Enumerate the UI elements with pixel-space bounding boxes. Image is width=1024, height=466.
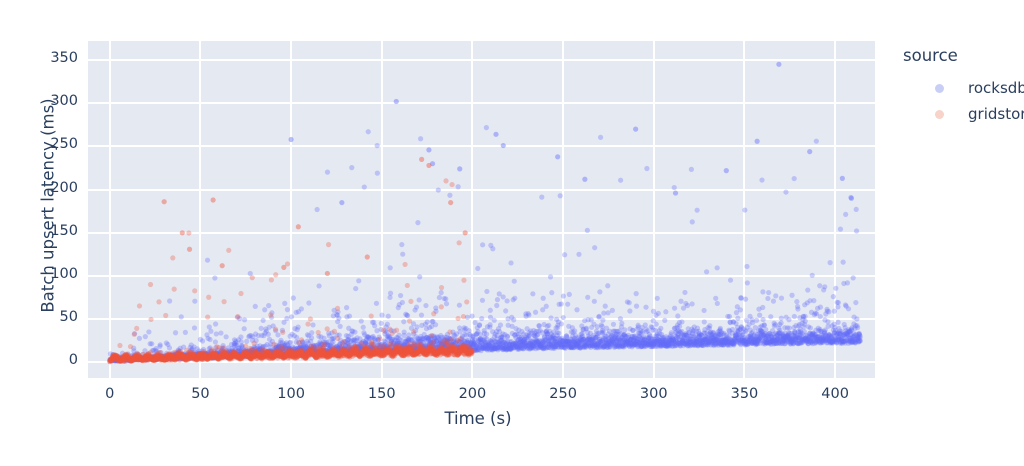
x-tick-label: 100 (277, 386, 305, 402)
x-tick-label: 150 (367, 386, 396, 402)
data-points-layer (107, 61, 863, 365)
gridline-horizontal (88, 188, 875, 191)
gridline-horizontal (88, 231, 875, 234)
x-tick-label: 400 (821, 386, 849, 402)
legend-swatch-icon (935, 109, 944, 119)
x-tick-label: 300 (639, 386, 668, 402)
x-tick-label: 0 (105, 386, 115, 402)
x-tick-label: 50 (191, 386, 210, 402)
gridline-vertical (108, 41, 111, 378)
y-tick-label: 150 (50, 222, 78, 239)
y-tick-label: 0 (68, 352, 78, 369)
x-tick-label: 250 (549, 386, 577, 402)
y-tick-label: 100 (50, 266, 78, 283)
legend-entries: rocksdb gridstore (903, 75, 1024, 127)
legend-item-label: gridstore (968, 105, 1024, 123)
y-tick-label: 350 (50, 50, 78, 66)
x-axis-title: Time (s) (444, 409, 512, 428)
y-tick-label: 200 (50, 179, 78, 196)
legend-item-rocksdb[interactable]: rocksdb (903, 75, 1024, 101)
y-axis-title: Batch upsert latency (ms) (38, 98, 58, 313)
y-tick-label: 300 (50, 93, 78, 110)
gridline-vertical (562, 41, 565, 378)
x-tick-label: 200 (458, 386, 487, 402)
plot-area (88, 41, 875, 378)
gridline-horizontal (88, 361, 875, 364)
legend-item-gridstore[interactable]: gridstore (903, 101, 1024, 127)
gridline-vertical (834, 41, 837, 378)
series-gridstore (107, 156, 475, 365)
y-tick-label: 250 (50, 136, 78, 153)
legend-title: source (903, 46, 958, 65)
gridline-vertical (380, 41, 383, 378)
legend-item-label: rocksdb (968, 79, 1024, 97)
x-tick-label: 350 (730, 386, 759, 402)
y-tick-label: 50 (59, 309, 78, 326)
gridline-horizontal (88, 275, 875, 278)
series-rocksdb (107, 61, 863, 364)
gridline-vertical (290, 41, 293, 378)
gridline-horizontal (88, 318, 875, 321)
gridline-vertical (743, 41, 746, 378)
gridline-vertical (471, 41, 474, 378)
legend-swatch-icon (935, 83, 944, 93)
gridline-horizontal (88, 102, 875, 105)
gridline-vertical (652, 41, 655, 378)
gridline-horizontal (88, 145, 875, 148)
gridline-vertical (199, 41, 202, 378)
gridline-horizontal (88, 59, 875, 61)
legend: source rocksdb gridstore (903, 46, 1024, 127)
